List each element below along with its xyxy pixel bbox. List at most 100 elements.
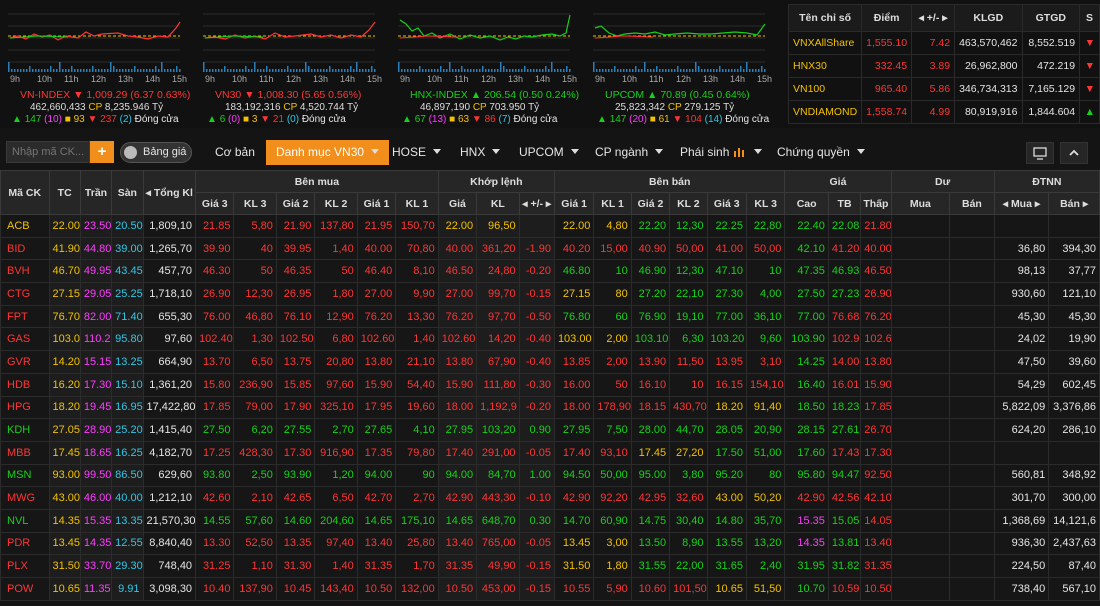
symbol-cell[interactable]: POW: [0, 577, 50, 601]
search-input[interactable]: [6, 141, 90, 163]
table-row[interactable]: BVH 46.70 49.95 43.45 457,70 46.30 50 46.35 50 46…: [0, 259, 1100, 284]
symbol-cell[interactable]: CTG: [0, 282, 50, 306]
table-cell: 17.30: [860, 440, 892, 465]
monitor-icon[interactable]: [1026, 142, 1054, 164]
column-group-0[interactable]: Mã CK: [0, 170, 50, 215]
table-row[interactable]: PDR 13.45 14.35 12.55 8,840,40 13.30 52,50 13.3…: [0, 531, 1100, 556]
add-symbol-button[interactable]: +: [90, 141, 114, 163]
column-group-9[interactable]: Dư: [890, 170, 995, 193]
column-header[interactable]: Bán ▸: [1048, 192, 1100, 215]
column-group-4[interactable]: ◂ Tổng Kl: [142, 170, 197, 215]
column-header[interactable]: ◂ Mua ▸: [993, 192, 1050, 215]
index-row[interactable]: VN100 965.40 5.86 346,734,313 7,165.129 ▼: [787, 77, 1100, 101]
table-row[interactable]: HDB 16.20 17.30 15.10 1,361,20 15.80 236,90 15.…: [0, 372, 1100, 397]
tab-derivatives[interactable]: Phái sinh: [680, 140, 762, 165]
tab-industry[interactable]: CP ngành: [595, 140, 663, 165]
column-header[interactable]: Bán: [949, 192, 995, 215]
column-group-6[interactable]: Khớp lệnh: [437, 170, 555, 193]
column-header[interactable]: KL 3: [233, 192, 277, 215]
table-row[interactable]: MBB 17.45 18.65 16.25 4,182,70 17.25 428,30 17.…: [0, 440, 1100, 465]
index-cell: 346,734,313: [954, 77, 1023, 101]
column-group-10[interactable]: ĐTNN: [993, 170, 1100, 193]
index-table-header[interactable]: KLGD: [954, 4, 1023, 32]
table-row[interactable]: GAS103.00110.2095.8097,60102.401,30102.5…: [0, 327, 1100, 352]
column-header[interactable]: Giá 2: [630, 192, 671, 215]
symbol-cell[interactable]: MWG: [0, 486, 50, 510]
table-cell: 22,00: [669, 554, 708, 578]
price-board-toggle[interactable]: Bảng giá: [120, 142, 192, 163]
column-header[interactable]: Cao: [784, 192, 829, 215]
table-row[interactable]: MSN 93.00 99.50 86.50 629,60 93.80 2,50 93.90 1,…: [0, 463, 1100, 488]
column-group-5[interactable]: Bên mua: [195, 170, 439, 193]
index-table-header[interactable]: Điểm: [861, 4, 913, 32]
tab-vn30-watchlist[interactable]: Danh mục VN30: [266, 140, 390, 165]
tab-hose[interactable]: HOSE: [392, 140, 441, 165]
column-group-3[interactable]: Sàn: [111, 170, 144, 215]
column-header[interactable]: Giá 3: [195, 192, 235, 215]
index-table-header[interactable]: GTGD: [1021, 4, 1081, 32]
column-header[interactable]: Mua: [890, 192, 951, 215]
index-table-header[interactable]: S: [1079, 4, 1100, 32]
table-row[interactable]: GVR 14.20 15.15 13.25 664,90 13.70 6,50 13.75 20…: [0, 350, 1100, 374]
symbol-cell[interactable]: MSN: [0, 463, 50, 488]
symbol-cell[interactable]: BID: [0, 236, 50, 261]
ceiling-count: (10): [44, 114, 62, 125]
column-header[interactable]: Giá 1: [553, 192, 595, 215]
column-header[interactable]: Giá 2: [275, 192, 316, 215]
symbol-cell[interactable]: KDH: [0, 418, 50, 442]
table-row[interactable]: POW 10.65 11.35 9.91 3,098,30 10.40 137,90 10.4…: [0, 577, 1100, 601]
column-header[interactable]: KL 1: [395, 192, 439, 215]
symbol-cell[interactable]: PLX: [0, 554, 50, 578]
column-group-2[interactable]: Trần: [79, 170, 113, 215]
index-chart-vn30[interactable]: 9h 10h 11h 12h 13h 14h 15h VN30 ▼ 1,008.30 (5.6…: [203, 6, 383, 126]
column-header[interactable]: KL: [476, 192, 520, 215]
column-group-7[interactable]: Bên bán: [553, 170, 786, 193]
column-header[interactable]: KL 3: [745, 192, 786, 215]
tab-warrants[interactable]: Chứng quyền: [777, 140, 865, 165]
index-chart-hnx-index[interactable]: 9h 10h 11h 12h 13h 14h 15h HNX-INDEX ▲ 206.54 (…: [398, 6, 579, 126]
table-cell: -0.15: [518, 554, 555, 578]
collapse-up-icon[interactable]: [1060, 142, 1088, 164]
index-row[interactable]: VNDIAMOND 1,558.74 4.99 80,919,916 1,844.604…: [787, 100, 1100, 124]
symbol-cell[interactable]: GVR: [0, 350, 50, 374]
table-cell: 2,10: [233, 486, 277, 510]
tab-upcom[interactable]: UPCOM: [519, 140, 579, 165]
symbol-cell[interactable]: HDB: [0, 372, 50, 397]
table-row[interactable]: PLX 31.50 33.70 29.30 748,40 31.25 1,10 31.30 1,…: [0, 554, 1100, 578]
table-row[interactable]: ACB 22.00 23.50 20.50 1,809,10 21.85 5,80 21.90…: [0, 214, 1100, 238]
symbol-cell[interactable]: HPG: [0, 395, 50, 420]
index-row[interactable]: VNXAllShare 1,555.10 7.42 463,570,462 8,552.…: [787, 31, 1100, 55]
table-row[interactable]: MWG 43.00 46.00 40.00 1,212,10 42.60 2,10 42.65…: [0, 486, 1100, 510]
symbol-cell[interactable]: ACB: [0, 214, 50, 238]
index-table-header[interactable]: ◂ +/- ▸: [911, 4, 956, 32]
table-row[interactable]: FPT 76.70 82.00 71.40 655,30 76.00 46,80 76.10 1…: [0, 304, 1100, 329]
symbol-cell[interactable]: FPT: [0, 304, 50, 329]
column-header[interactable]: ◂ +/- ▸: [518, 192, 555, 215]
symbol-cell[interactable]: PDR: [0, 531, 50, 556]
column-header[interactable]: KL 2: [669, 192, 708, 215]
symbol-cell[interactable]: NVL: [0, 508, 50, 533]
symbol-cell[interactable]: MBB: [0, 440, 50, 465]
index-table-header[interactable]: Tên chỉ số: [787, 4, 863, 32]
tab-hnx[interactable]: HNX: [460, 140, 500, 165]
column-group-8[interactable]: Giá: [784, 170, 892, 193]
index-chart-vn-index[interactable]: 9h 10h 11h 12h 13h 14h 15h VN-INDEX ▼ 1,009.29 …: [8, 6, 190, 126]
table-row[interactable]: HPG 18.20 19.45 16.95 17,422,80 17.85 79,00 17.…: [0, 395, 1100, 420]
column-header[interactable]: Thấp: [860, 192, 892, 215]
table-row[interactable]: KDH 27.05 28.90 25.20 1,415,40 27.50 6,20 27.55…: [0, 418, 1100, 442]
index-chart-upcom[interactable]: 9h 10h 11h 12h 13h 14h 15h UPCOM ▲ 70.89 (0.45 …: [593, 6, 773, 126]
symbol-cell[interactable]: GAS: [0, 327, 50, 352]
column-header[interactable]: Giá 3: [706, 192, 747, 215]
symbol-cell[interactable]: BVH: [0, 259, 50, 284]
column-header[interactable]: KL 2: [314, 192, 358, 215]
column-group-1[interactable]: TC: [48, 170, 81, 215]
column-header[interactable]: Giá: [437, 192, 478, 215]
index-row[interactable]: HNX30 332.45 3.89 26,962,800 472.219 ▼: [787, 54, 1100, 78]
tab-basic[interactable]: Cơ bản: [215, 145, 255, 159]
column-header[interactable]: TB: [827, 192, 862, 215]
column-header[interactable]: Giá 1: [356, 192, 397, 215]
table-row[interactable]: BID 41.90 44.80 39.00 1,265,70 39.90 40 39.95 1,…: [0, 236, 1100, 261]
table-row[interactable]: CTG 27.15 29.05 25.25 1,718,10 26.90 12,30 26.9…: [0, 282, 1100, 306]
table-row[interactable]: NVL 14.35 15.35 13.35 21,570,30 14.55 57,60 14.…: [0, 508, 1100, 533]
column-header[interactable]: KL 1: [593, 192, 632, 215]
